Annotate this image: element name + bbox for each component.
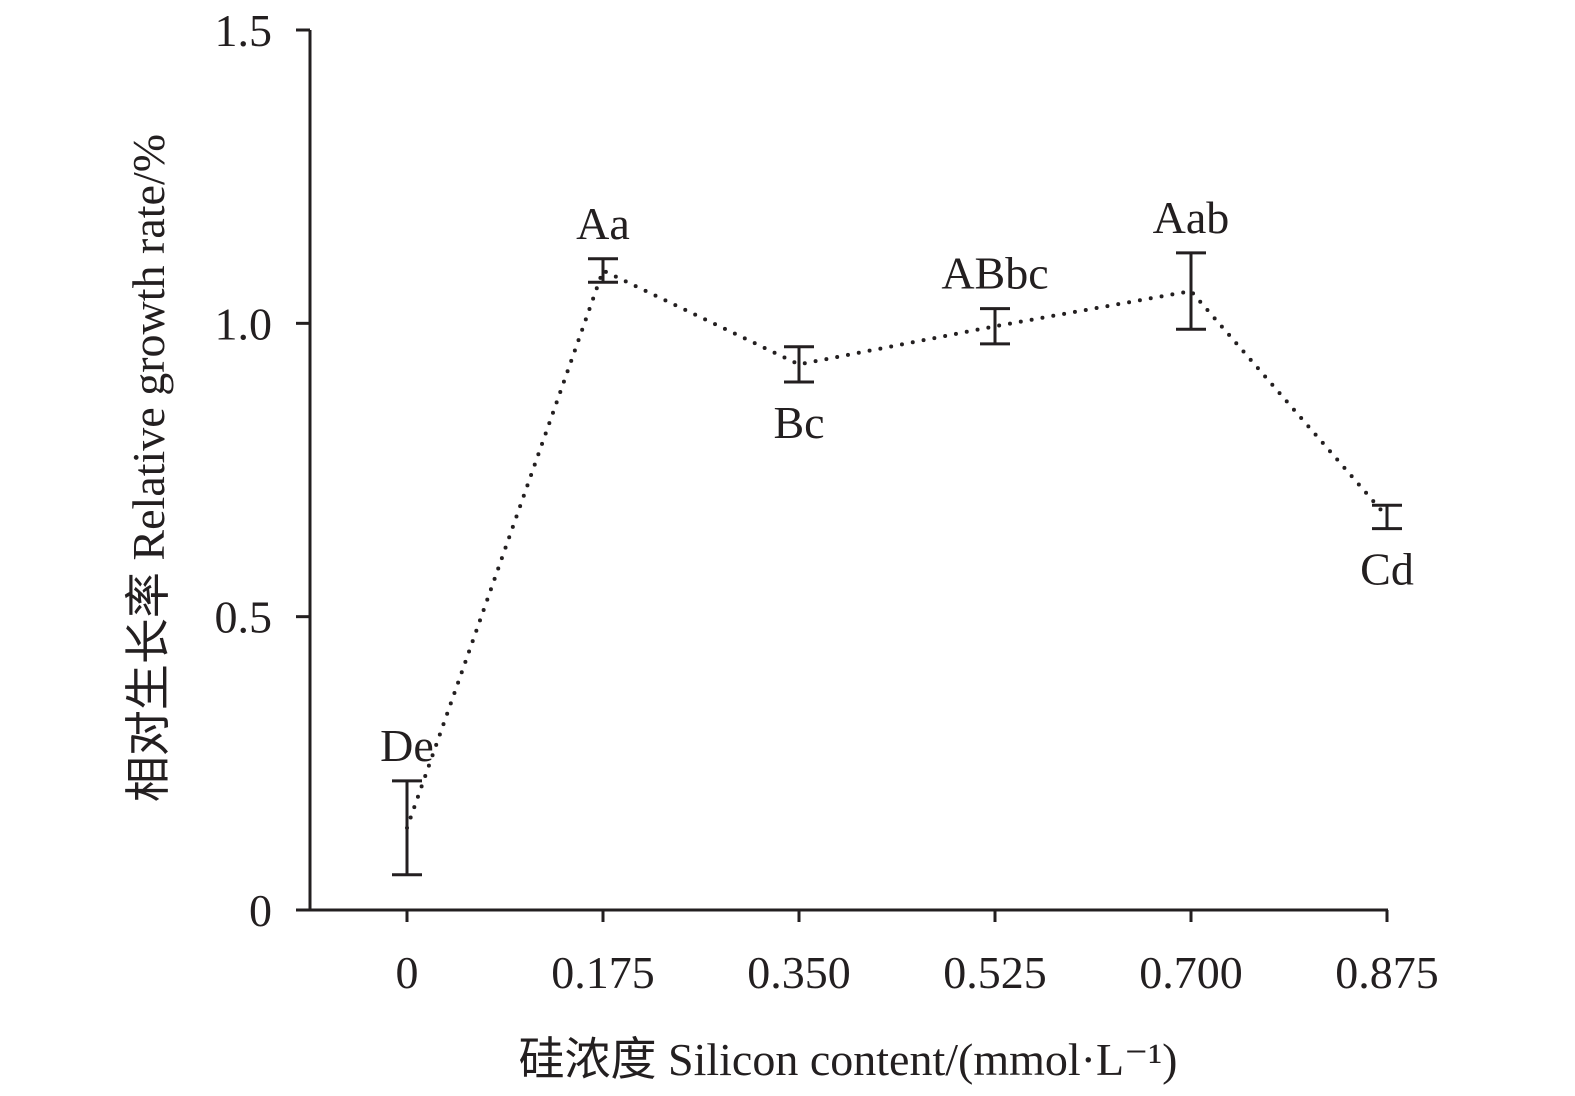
x-tick-label: 0.175 <box>551 947 655 998</box>
y-tick-label: 0.5 <box>215 592 273 643</box>
x-axis-ticks: 0 0.175 0.350 0.525 0.700 0.875 <box>396 910 1439 998</box>
error-bar <box>588 257 618 284</box>
data-label: De <box>380 720 434 771</box>
error-bar <box>784 345 814 384</box>
data-labels-group: De Aa Bc ABbc Aab Cd <box>380 192 1414 771</box>
x-tick-label: 0 <box>396 947 419 998</box>
error-bar <box>1176 251 1206 331</box>
x-tick-label: 0.875 <box>1335 947 1439 998</box>
error-bar <box>392 779 422 877</box>
y-axis-title: 相对生长率 Relative growth rate/% <box>123 134 174 802</box>
data-label: ABbc <box>941 248 1048 299</box>
y-tick-label: 1.0 <box>215 298 273 349</box>
error-bars-group <box>392 251 1402 877</box>
y-tick-label: 1.5 <box>215 5 273 56</box>
series-line-group <box>405 267 1389 830</box>
error-bar <box>980 307 1010 346</box>
y-tick-label: 0 <box>249 885 272 936</box>
x-tick-label: 0.350 <box>747 947 851 998</box>
data-label: Bc <box>773 397 824 448</box>
data-label: Aa <box>576 198 630 249</box>
x-tick-label: 0.700 <box>1139 947 1243 998</box>
data-label: Cd <box>1360 544 1414 595</box>
x-tick-label: 0.525 <box>943 947 1047 998</box>
error-bar <box>1372 503 1402 531</box>
x-axis-title: 硅浓度 Silicon content/(mmol·L⁻¹) <box>519 1034 1178 1085</box>
data-label: Aab <box>1153 192 1230 243</box>
y-axis-ticks: 0 0.5 1.0 1.5 <box>215 5 310 936</box>
series-line <box>405 267 1389 830</box>
